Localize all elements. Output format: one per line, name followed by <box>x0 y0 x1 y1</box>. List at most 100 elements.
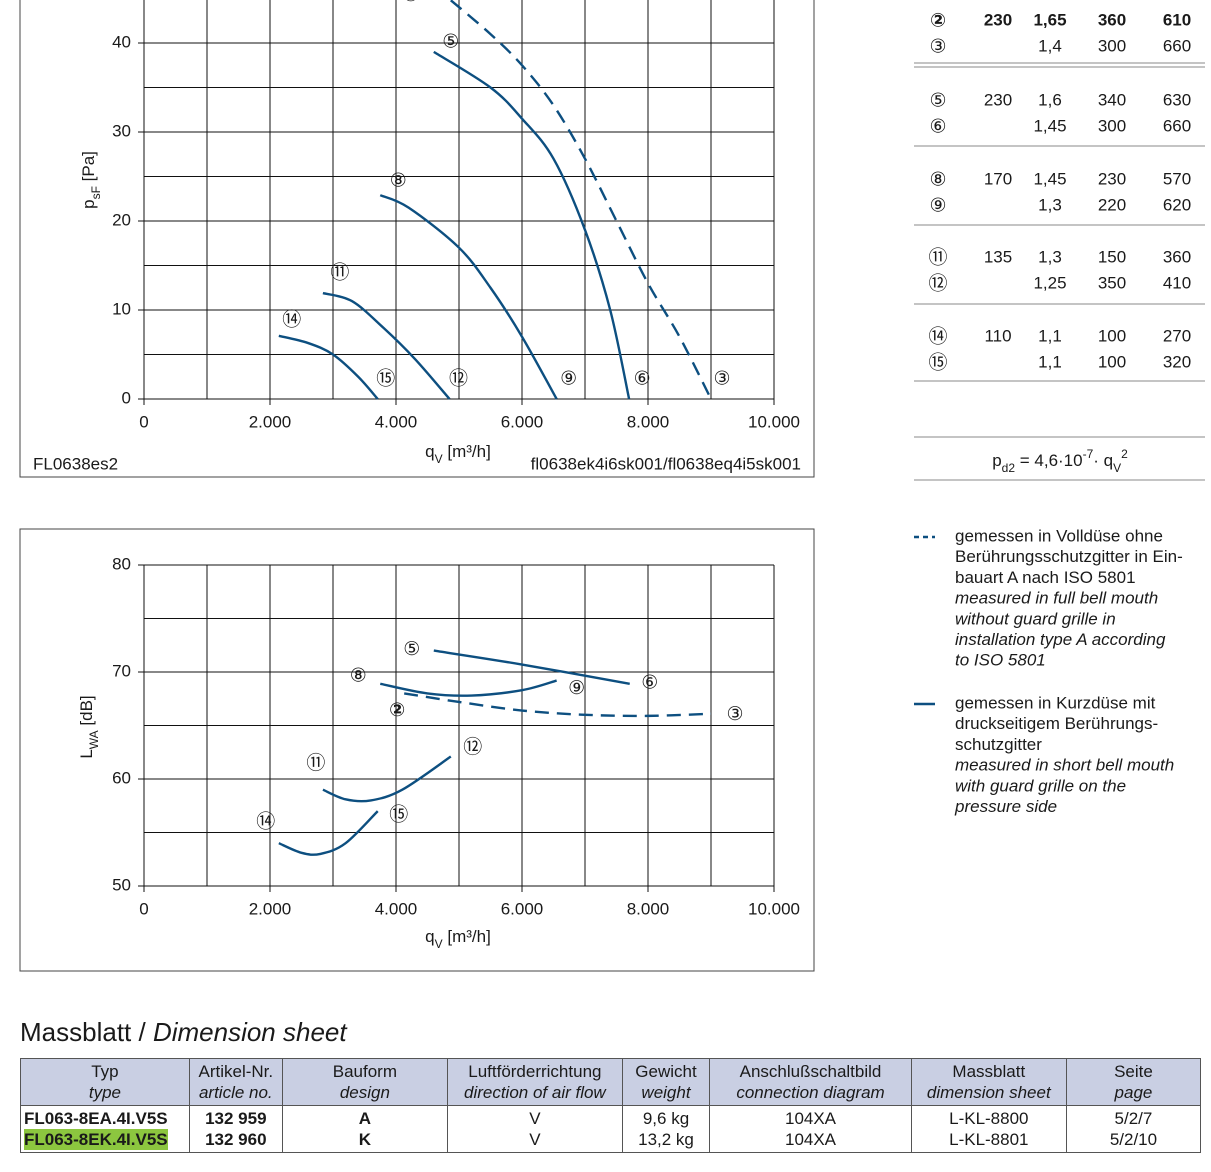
axis-label: qV [m³/h] <box>425 927 491 951</box>
table-cell: ⑤ <box>929 90 946 112</box>
cell-line: 5/2/10 <box>1109 1130 1158 1149</box>
curve-label: ⑤ <box>442 30 459 52</box>
legend-text: schutzgitter <box>955 735 1042 754</box>
curve <box>322 755 452 803</box>
table-cell: ⑫ <box>928 273 947 295</box>
table-cell: 630 <box>1163 90 1191 109</box>
formula-part: d2 <box>1002 461 1016 475</box>
table-cell: ⑮ <box>928 352 947 374</box>
table-cell: ③ <box>929 36 946 58</box>
legend-text: without guard grille in <box>955 609 1116 628</box>
cell-line: FL063-8EK.4I.V5S <box>24 1129 168 1150</box>
table-cell: 110 <box>984 326 1011 345</box>
table-cell: ⑥ <box>929 116 946 138</box>
axis-label-part: [Pa] <box>79 151 98 186</box>
table-cell: 230 <box>1098 169 1126 188</box>
axis-label-part: q <box>425 927 434 946</box>
dimension-table: Typ type Artikel-Nr. article no. Bauform desi… <box>20 1058 1202 1153</box>
curve-label: ⑧ <box>350 664 367 686</box>
header-cell: Anschlußschaltbild connection diagram <box>709 1058 912 1106</box>
formula-part: p <box>992 451 1001 470</box>
cell-line: 132 960 <box>205 1130 267 1149</box>
formula-part: -7 <box>1083 447 1094 461</box>
table-cell: 660 <box>1163 116 1191 135</box>
header-en: article no. <box>198 1083 273 1102</box>
header-en: connection diagram <box>736 1083 885 1102</box>
curve-label: ⑨ <box>568 677 585 699</box>
curve-label: ⑮ <box>389 804 408 826</box>
body-cell: 5/2/7 5/2/10 <box>1065 1105 1202 1153</box>
curve <box>450 0 713 400</box>
legend-text: pressure side <box>954 797 1057 816</box>
table-cell: 320 <box>1163 352 1191 371</box>
cell-line: 104XA <box>784 1130 837 1149</box>
table-cell: 610 <box>1163 10 1191 29</box>
table-cell: 1,6 <box>1038 90 1062 109</box>
header-de: Luftförderrichtung <box>468 1062 602 1081</box>
legend-text: gemessen in Volldüse ohne <box>955 526 1163 545</box>
formula-part: · q <box>1093 451 1113 470</box>
cell-line: L-KL-8801 <box>949 1130 1029 1149</box>
legend-text: with guard grille on the <box>955 776 1126 795</box>
table-cell: 1,1 <box>1038 326 1062 345</box>
cell-line: K <box>358 1130 372 1149</box>
legend-text: druckseitigem Berührungs- <box>955 714 1158 733</box>
header-row: Typ type Artikel-Nr. article no. Bauform desi… <box>20 1058 1202 1106</box>
header-de: Gewicht <box>635 1062 697 1081</box>
formula-part: 2 <box>1121 447 1128 461</box>
legend-text: to ISO 5801 <box>955 651 1046 670</box>
header-en: weight <box>641 1083 691 1102</box>
body-row: FL063-8EA.4I.V5S FL063-8EK.4I.V5S 132 959 1… <box>20 1105 1202 1153</box>
table-cell: 360 <box>1163 247 1191 266</box>
formula-part: = 4,6·10 <box>1015 451 1083 470</box>
x-tick-label: 10.000 <box>748 899 800 918</box>
table-cell: 100 <box>1098 352 1126 371</box>
curve-label: ⑧ <box>390 170 407 192</box>
table-cell: 350 <box>1098 273 1126 292</box>
cell-line: FL063-8EA.4I.V5S <box>24 1109 168 1128</box>
cell-line: V <box>529 1130 541 1149</box>
cell-line: V <box>529 1109 541 1128</box>
table-cell: 620 <box>1163 195 1191 214</box>
table-cell: ⑭ <box>928 326 947 348</box>
header-en: type <box>88 1083 121 1102</box>
header-en: design <box>339 1083 390 1102</box>
curve-label: ⑫ <box>449 368 468 390</box>
curve <box>404 692 712 718</box>
table-cell: 170 <box>984 169 1012 188</box>
table-cell: 1,45 <box>1033 169 1066 188</box>
table-cell: 1,1 <box>1038 352 1062 371</box>
curve <box>433 649 630 685</box>
cell-line: 5/2/7 <box>1114 1109 1153 1128</box>
curve-label: ⑥ <box>634 368 651 390</box>
x-tick-label: 6.000 <box>501 899 544 918</box>
body-cell: 104XA 104XA <box>709 1105 912 1153</box>
header-de: Seite <box>1114 1062 1153 1081</box>
axis-label: psF [Pa] <box>79 151 103 209</box>
footnote: FL0638es2 <box>33 454 118 473</box>
curve-label: ⑪ <box>330 262 349 284</box>
y-tick-label: 0 <box>122 388 131 407</box>
table-cell: 1,4 <box>1038 36 1062 55</box>
header-cell: Artikel-Nr. article no. <box>188 1058 283 1106</box>
axis-label-part: sF <box>89 186 103 199</box>
cell-line: L-KL-8800 <box>949 1109 1029 1128</box>
axis-label-part: L <box>77 749 96 758</box>
legend-text: measured in full bell mouth <box>955 589 1158 608</box>
table-cell: ⑪ <box>928 247 947 269</box>
x-tick-label: 2.000 <box>249 412 292 431</box>
curve-label: ③ <box>713 368 730 390</box>
body-cell: FL063-8EA.4I.V5S FL063-8EK.4I.V5S <box>20 1105 190 1153</box>
table-cell: 150 <box>1098 247 1126 266</box>
header-de: Bauform <box>332 1062 397 1081</box>
table-cell: ⑧ <box>929 169 946 191</box>
title-de: Massblatt / <box>20 1017 153 1047</box>
cell-line: A <box>358 1109 372 1128</box>
header-en: dimension sheet <box>926 1083 1051 1102</box>
y-tick-label: 40 <box>112 32 131 51</box>
table-cell: 1,3 <box>1038 195 1062 214</box>
curve-label: ⑭ <box>282 308 301 330</box>
axis-label-part: V <box>435 937 443 951</box>
